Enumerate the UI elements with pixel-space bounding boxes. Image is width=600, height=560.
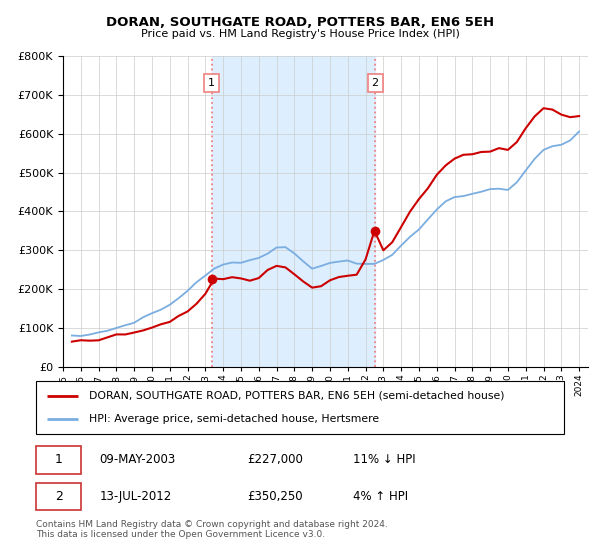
Text: Price paid vs. HM Land Registry's House Price Index (HPI): Price paid vs. HM Land Registry's House … [140,29,460,39]
FancyBboxPatch shape [36,381,564,434]
FancyBboxPatch shape [36,483,81,510]
Text: Contains HM Land Registry data © Crown copyright and database right 2024.
This d: Contains HM Land Registry data © Crown c… [36,520,388,539]
Text: 2: 2 [371,78,379,88]
Text: 13-JUL-2012: 13-JUL-2012 [100,490,172,503]
Bar [212,56,375,367]
Text: 1: 1 [55,454,62,466]
Text: DORAN, SOUTHGATE ROAD, POTTERS BAR, EN6 5EH (semi-detached house): DORAN, SOUTHGATE ROAD, POTTERS BAR, EN6 … [89,391,504,401]
Text: £350,250: £350,250 [247,490,303,503]
Text: DORAN, SOUTHGATE ROAD, POTTERS BAR, EN6 5EH: DORAN, SOUTHGATE ROAD, POTTERS BAR, EN6 … [106,16,494,29]
Text: 4% ↑ HPI: 4% ↑ HPI [353,490,408,503]
Text: HPI: Average price, semi-detached house, Hertsmere: HPI: Average price, semi-detached house,… [89,414,379,424]
Text: 11% ↓ HPI: 11% ↓ HPI [353,454,415,466]
Text: 2: 2 [55,490,62,503]
FancyBboxPatch shape [36,446,81,474]
Text: 1: 1 [208,78,215,88]
Text: £227,000: £227,000 [247,454,303,466]
Text: 09-MAY-2003: 09-MAY-2003 [100,454,176,466]
